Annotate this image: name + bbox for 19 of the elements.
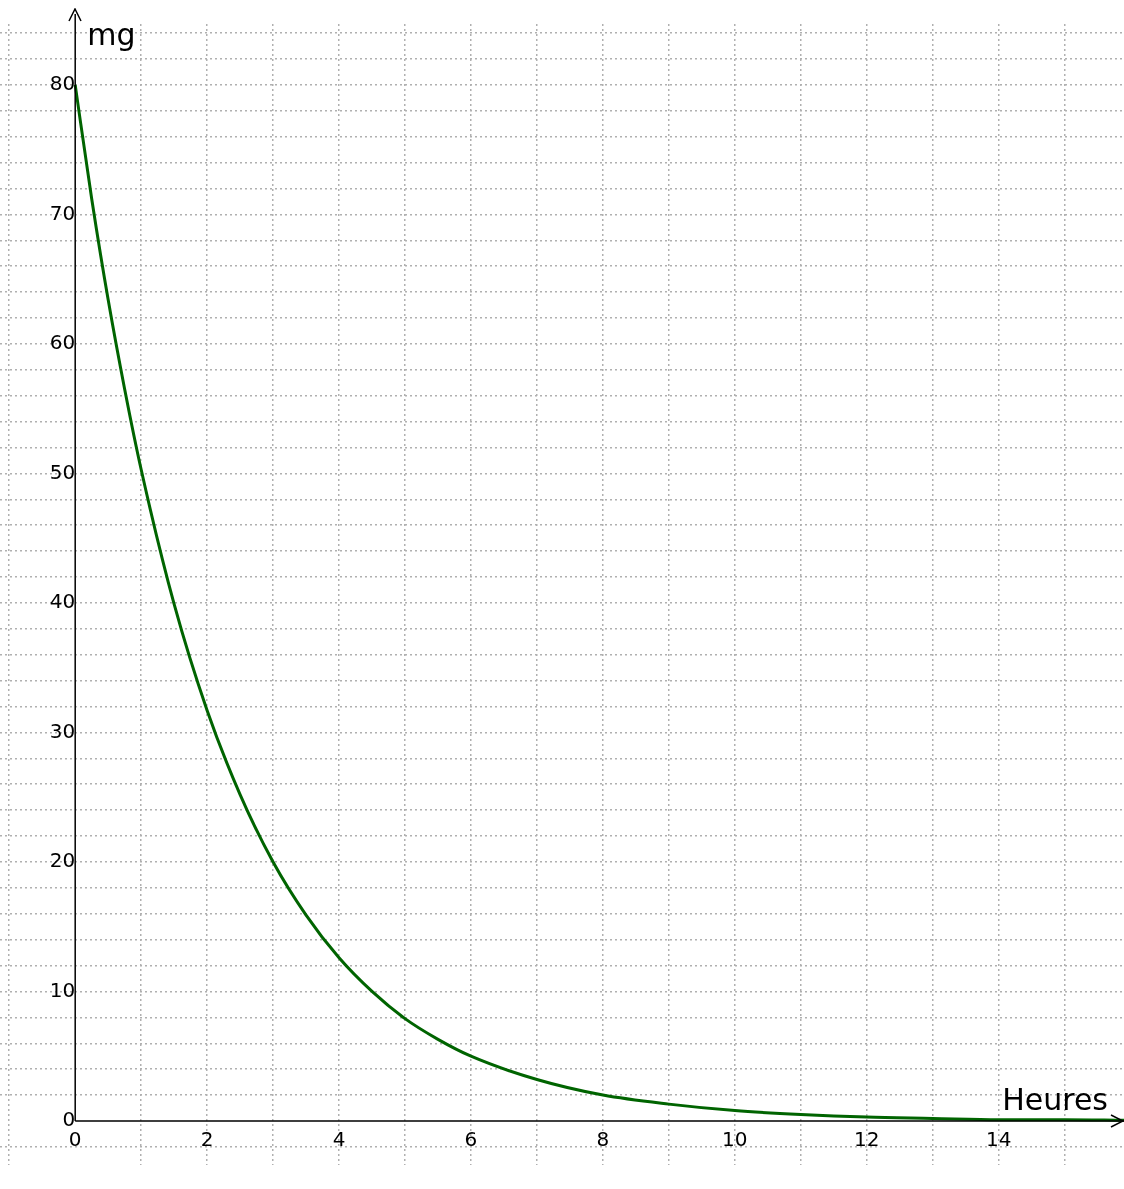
x-tick-label: 10 [722, 1127, 748, 1152]
y-tick-label: 30 [49, 718, 76, 743]
y-tick-label: 10 [49, 977, 76, 1002]
y-tick-label: 60 [49, 330, 76, 355]
y-tick-label: 80 [49, 71, 76, 96]
x-tick-label: 4 [332, 1127, 346, 1152]
x-tick-label: 12 [854, 1127, 880, 1152]
y-tick-label: 20 [49, 848, 76, 873]
y-tick-label: 40 [49, 589, 76, 614]
y-tick-label: 50 [49, 459, 76, 484]
x-tick-label: 6 [464, 1127, 478, 1152]
y-tick-label: 0 [62, 1107, 76, 1132]
line-series [73, 83, 1124, 1122]
x-axis-title: Heures [1002, 1081, 1108, 1117]
x-tick-label: 2 [200, 1127, 214, 1152]
x-tick-label: 8 [596, 1127, 610, 1152]
y-tick-label: 70 [49, 200, 76, 225]
x-tick-label: 14 [985, 1127, 1012, 1152]
y-axis-title: mg [87, 16, 136, 52]
